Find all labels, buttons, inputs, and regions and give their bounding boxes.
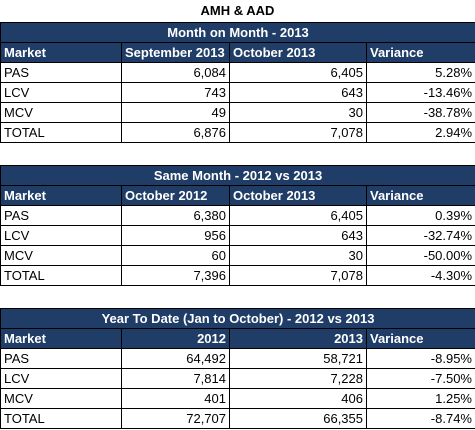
value-cell: 30 <box>229 245 367 266</box>
column-header-variance: Variance <box>365 185 475 206</box>
table-row: LCV 743 643 -13.46% <box>0 82 475 103</box>
column-header-period-2: October 2013 <box>229 185 367 206</box>
value-cell: 6,405 <box>229 62 367 83</box>
same-month-table: Same Month - 2012 vs 2013 Market October… <box>0 165 475 286</box>
table-row: MCV 401 406 1.25% <box>0 388 475 409</box>
value-cell: 956 <box>121 225 230 246</box>
variance-cell: 1.25% <box>366 388 475 409</box>
value-cell: 6,084 <box>121 62 230 83</box>
table-row: PAS 64,492 58,721 -8.95% <box>0 348 475 369</box>
variance-cell: -8.74% <box>366 408 475 429</box>
table-row: LCV 7,814 7,228 -7.50% <box>0 368 475 389</box>
value-cell: 49 <box>121 102 230 123</box>
value-cell: 401 <box>121 388 230 409</box>
column-header-period-2: October 2013 <box>229 42 367 63</box>
market-cell: TOTAL <box>0 408 122 429</box>
table-row: MCV 49 30 -38.78% <box>0 102 475 123</box>
column-header-market: Market <box>0 42 122 63</box>
variance-cell: -8.95% <box>366 348 475 369</box>
market-cell: TOTAL <box>0 122 122 143</box>
value-cell: 66,355 <box>229 408 367 429</box>
market-cell: PAS <box>0 205 122 226</box>
market-cell: PAS <box>0 348 122 369</box>
column-header-period-2: 2013 <box>229 328 367 349</box>
value-cell: 7,078 <box>229 122 367 143</box>
variance-cell: -13.46% <box>365 82 475 103</box>
market-cell: LCV <box>0 82 122 103</box>
table-row: LCV 956 643 -32.74% <box>0 225 475 246</box>
market-cell: MCV <box>0 102 122 123</box>
value-cell: 60 <box>121 245 230 266</box>
market-cell: LCV <box>0 225 122 246</box>
value-cell: 6,405 <box>229 205 367 226</box>
table-row: MCV 60 30 -50.00% <box>0 245 475 266</box>
market-cell: MCV <box>0 245 122 266</box>
total-row: TOTAL 72,707 66,355 -8.74% <box>0 408 475 429</box>
variance-cell: -7.50% <box>366 368 475 389</box>
value-cell: 64,492 <box>121 348 230 369</box>
value-cell: 7,228 <box>229 368 367 389</box>
value-cell: 7,396 <box>121 265 230 286</box>
variance-cell: -4.30% <box>365 265 475 286</box>
month-on-month-table: Month on Month - 2013 Market September 2… <box>0 22 475 143</box>
table-row: PAS 6,380 6,405 0.39% <box>0 205 475 226</box>
market-cell: PAS <box>0 62 122 83</box>
variance-cell: -50.00% <box>365 245 475 266</box>
column-header-variance: Variance <box>366 328 475 349</box>
column-header-period-1: 2012 <box>121 328 230 349</box>
table-row: PAS 6,084 6,405 5.28% <box>0 62 475 83</box>
value-cell: 6,380 <box>121 205 230 226</box>
value-cell: 72,707 <box>121 408 230 429</box>
page-title: AMH & AAD <box>200 3 275 18</box>
section-title: Year To Date (Jan to October) - 2012 vs … <box>0 308 475 329</box>
column-header-variance: Variance <box>365 42 475 63</box>
variance-cell: -38.78% <box>365 102 475 123</box>
value-cell: 406 <box>229 388 367 409</box>
value-cell: 7,078 <box>229 265 367 286</box>
variance-cell: 5.28% <box>365 62 475 83</box>
variance-cell: 2.94% <box>365 122 475 143</box>
variance-cell: 0.39% <box>365 205 475 226</box>
market-cell: TOTAL <box>0 265 122 286</box>
value-cell: 30 <box>229 102 367 123</box>
value-cell: 643 <box>229 82 367 103</box>
value-cell: 58,721 <box>229 348 367 369</box>
total-row: TOTAL 7,396 7,078 -4.30% <box>0 265 475 286</box>
total-row: TOTAL 6,876 7,078 2.94% <box>0 122 475 143</box>
market-cell: MCV <box>0 388 122 409</box>
column-header-market: Market <box>0 185 122 206</box>
column-header-market: Market <box>0 328 122 349</box>
value-cell: 743 <box>121 82 230 103</box>
value-cell: 643 <box>229 225 367 246</box>
variance-cell: -32.74% <box>365 225 475 246</box>
value-cell: 6,876 <box>121 122 230 143</box>
year-to-date-table: Year To Date (Jan to October) - 2012 vs … <box>0 308 475 429</box>
market-cell: LCV <box>0 368 122 389</box>
column-header-period-1: September 2013 <box>121 42 230 63</box>
column-header-period-1: October 2012 <box>121 185 230 206</box>
value-cell: 7,814 <box>121 368 230 389</box>
section-title: Same Month - 2012 vs 2013 <box>0 165 475 186</box>
section-title: Month on Month - 2013 <box>0 22 475 43</box>
